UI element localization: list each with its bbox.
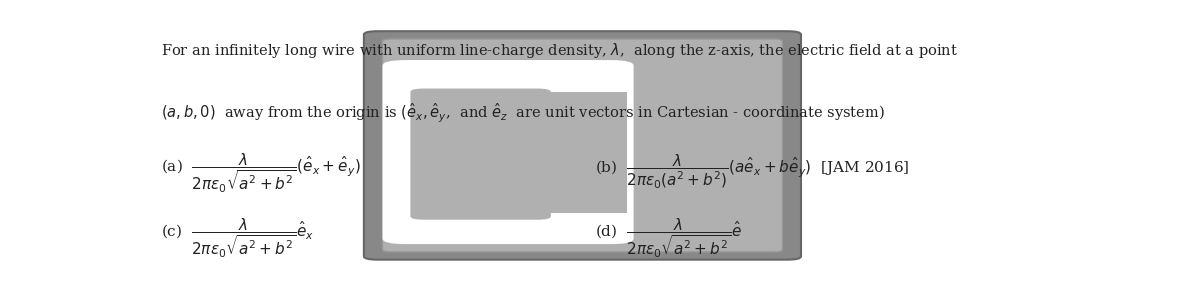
- FancyBboxPatch shape: [383, 39, 782, 252]
- FancyBboxPatch shape: [410, 88, 551, 220]
- Text: For an infinitely long wire with uniform line-charge density, $\lambda$,  along : For an infinitely long wire with uniform…: [161, 41, 959, 60]
- Text: (a)  $\dfrac{\lambda}{2\pi\varepsilon_0\sqrt{a^2+b^2}}(\hat{e}_x+\hat{e}_y)$: (a) $\dfrac{\lambda}{2\pi\varepsilon_0\s…: [161, 152, 361, 196]
- Text: $(a, b, 0)$  away from the origin is $(\hat{e}_x, \hat{e}_y$,  and $\hat{e}_z$  : $(a, b, 0)$ away from the origin is $(\h…: [161, 101, 886, 124]
- FancyBboxPatch shape: [484, 92, 626, 213]
- Text: (b)  $\dfrac{\lambda}{2\pi\varepsilon_0(a^2+b^2)}(a\hat{e}_x+b\hat{e}_y)$  [JAM : (b) $\dfrac{\lambda}{2\pi\varepsilon_0(a…: [594, 152, 910, 190]
- FancyBboxPatch shape: [383, 60, 634, 244]
- FancyBboxPatch shape: [364, 31, 802, 260]
- Text: (c)  $\dfrac{\lambda}{2\pi\varepsilon_0\sqrt{a^2+b^2}}\hat{e}_x$: (c) $\dfrac{\lambda}{2\pi\varepsilon_0\s…: [161, 216, 314, 260]
- Text: (d)  $\dfrac{\lambda}{2\pi\varepsilon_0\sqrt{a^2+b^2}}\hat{e}$: (d) $\dfrac{\lambda}{2\pi\varepsilon_0\s…: [594, 216, 742, 260]
